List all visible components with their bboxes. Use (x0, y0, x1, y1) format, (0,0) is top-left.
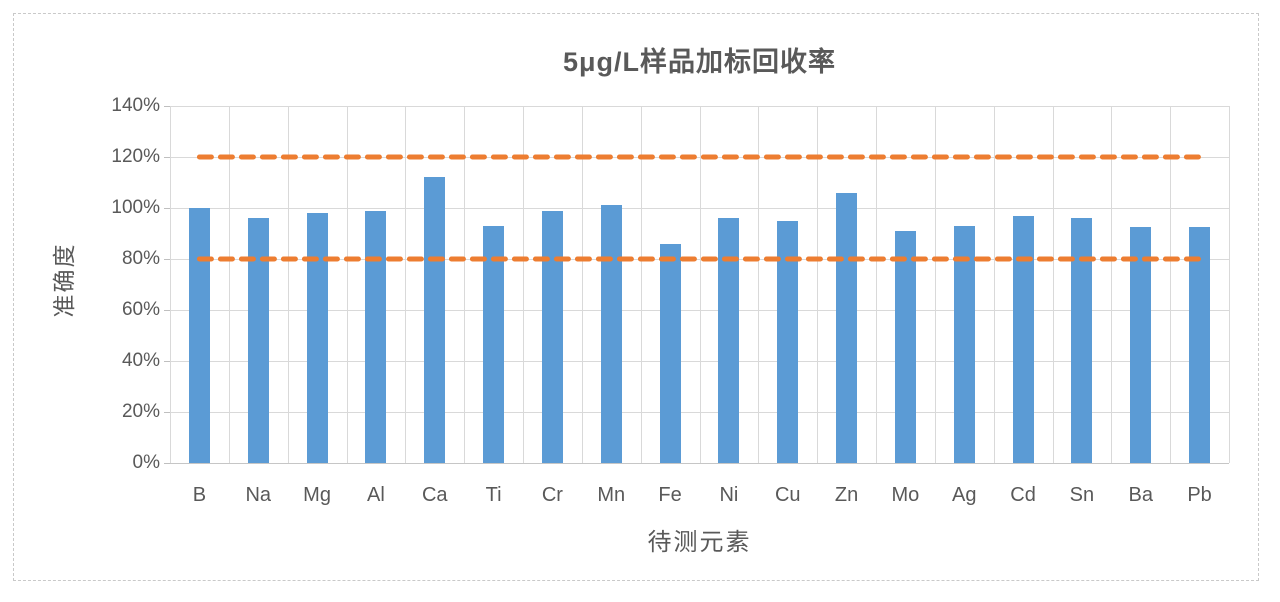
x-tick-label-mo: Mo (891, 484, 920, 506)
v-gridline (1052, 106, 1054, 463)
bar-fe (659, 243, 681, 463)
x-tick-label-sn: Sn (1069, 484, 1095, 506)
x-tick-label-ni: Ni (719, 484, 739, 506)
y-tick-label: 60% (121, 299, 160, 320)
y-axis-title: 准确度 (51, 242, 77, 318)
y-tick-mark (164, 208, 170, 209)
bar-pb (1189, 227, 1211, 463)
v-gridline (758, 106, 760, 463)
v-gridline (876, 106, 877, 463)
x-tick-label-zn: Zn (834, 484, 859, 506)
y-tick-mark (164, 259, 170, 260)
x-tick-label-cr: Cr (541, 484, 563, 506)
y-tick-mark (164, 412, 170, 413)
x-tick-label-na: Na (245, 484, 272, 506)
y-tick-mark (164, 106, 170, 107)
v-gridline (640, 106, 642, 463)
v-gridline (1111, 106, 1113, 463)
v-gridline (1170, 106, 1172, 463)
v-gridline (228, 106, 230, 463)
plot-area (170, 106, 1230, 464)
y-tick-label: 100% (111, 197, 160, 218)
bar-ba (1130, 227, 1152, 463)
v-gridline (464, 106, 466, 463)
x-tick-label-cu: Cu (774, 484, 801, 506)
y-tick-mark (164, 310, 170, 311)
x-tick-label-mn: Mn (597, 484, 626, 506)
y-tick-mark (164, 157, 170, 158)
bar-ag (953, 225, 975, 463)
x-tick-label-cd: Cd (1010, 484, 1036, 506)
bar-mn (600, 205, 622, 463)
bar-ni (718, 218, 740, 463)
v-gridline (934, 106, 936, 463)
v-gridline (1229, 106, 1230, 463)
y-tick-label: 140% (111, 95, 160, 116)
x-tick-label-ca: Ca (421, 484, 448, 506)
bar-cu (777, 220, 799, 463)
x-tick-label-ba: Ba (1128, 484, 1153, 506)
y-tick-mark (164, 361, 170, 362)
bar-b (188, 208, 210, 463)
x-axis-line (170, 463, 1229, 464)
bar-ca (424, 177, 446, 463)
v-gridline (170, 106, 171, 463)
y-tick-label: 0% (132, 452, 160, 473)
x-axis-title: 待测元素 (647, 529, 752, 556)
bar-na (247, 218, 269, 463)
bar-ti (483, 225, 505, 463)
bar-cr (541, 210, 563, 463)
y-tick-label: 20% (121, 401, 160, 422)
x-tick-label-fe: Fe (658, 484, 682, 506)
v-gridline (817, 106, 819, 463)
x-tick-label-mg: Mg (303, 484, 331, 506)
bar-mo (894, 230, 916, 463)
x-tick-label-ti: Ti (485, 484, 502, 506)
v-gridline (287, 106, 289, 463)
v-gridline (993, 106, 995, 463)
v-gridline (523, 106, 524, 463)
reference-lines-layer (196, 154, 1203, 262)
v-gridline (581, 106, 583, 463)
bar-al (365, 210, 387, 463)
x-tick-label-al: Al (367, 484, 385, 506)
v-gridline (405, 106, 407, 463)
y-tick-label: 40% (121, 350, 160, 371)
bar-sn (1071, 218, 1093, 463)
v-gridline (699, 106, 701, 463)
x-tick-label-b: B (192, 484, 207, 506)
x-tick-label-ag: Ag (952, 484, 977, 506)
y-tick-label: 120% (111, 146, 160, 167)
bar-mg (306, 213, 328, 463)
v-gridline (346, 106, 348, 463)
x-tick-label-pb: Pb (1187, 484, 1212, 506)
y-tick-label: 80% (121, 248, 160, 269)
y-tick-mark (164, 463, 170, 464)
bar-cd (1012, 215, 1034, 463)
chart-title: 5μg/L样品加标回收率 (562, 47, 837, 77)
